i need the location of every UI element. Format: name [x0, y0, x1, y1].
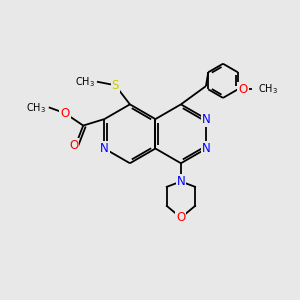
Text: N: N: [100, 142, 109, 155]
Text: O: O: [60, 107, 70, 120]
Text: O: O: [176, 211, 185, 224]
Text: CH$_3$: CH$_3$: [257, 82, 278, 96]
Text: O: O: [69, 139, 78, 152]
Text: N: N: [202, 112, 211, 126]
Text: N: N: [202, 142, 211, 155]
Text: S: S: [112, 79, 119, 92]
Text: CH$_3$: CH$_3$: [26, 101, 46, 115]
Text: CH$_3$: CH$_3$: [75, 75, 94, 88]
Text: N: N: [176, 175, 185, 188]
Text: O: O: [238, 83, 248, 96]
